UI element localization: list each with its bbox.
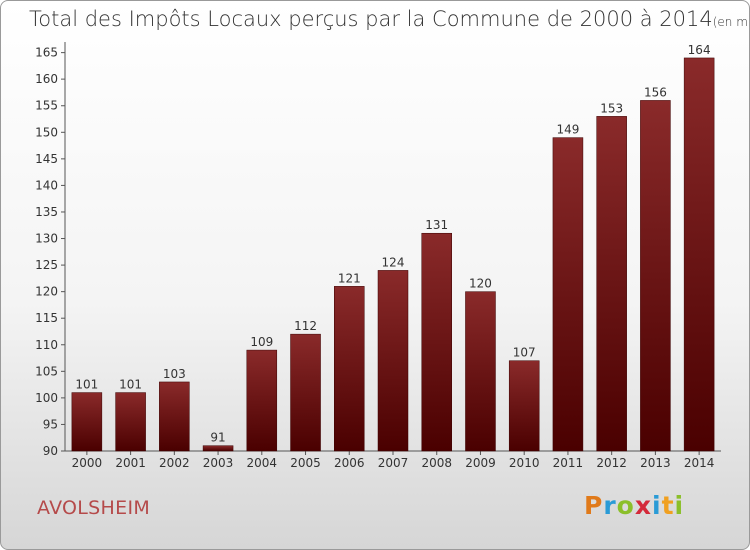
bar-2002 [159,381,190,452]
logo-letter: o [616,491,635,520]
y-tick-label: 125 [35,258,58,272]
data-label: 124 [382,255,405,269]
bar-2009 [465,291,496,452]
bar-2011 [552,137,584,452]
bar-2014 [683,57,715,452]
data-label: 131 [425,218,448,232]
data-label: 91 [210,431,225,445]
data-label: 149 [556,123,579,137]
data-label: 101 [75,378,98,392]
y-tick-label: 135 [35,205,58,219]
y-tick-label: 120 [35,285,58,299]
x-tick-label: 2000 [72,456,103,470]
bar-2010 [508,360,540,452]
x-tick-label: 2004 [247,456,278,470]
bar-2005 [290,333,321,452]
y-tick-label: 110 [35,338,58,352]
bar-2006 [334,286,365,452]
chart-title: Total des Impôts Locaux perçus par la Co… [29,7,713,31]
bar-2012 [596,116,627,452]
y-tick-label: 165 [35,46,58,60]
bar-2013 [640,100,671,452]
y-tick-label: 100 [35,391,58,405]
data-label: 101 [119,378,142,392]
y-tick-label: 140 [35,178,58,192]
logo-letter: i [652,491,662,520]
x-tick-label: 2014 [684,456,715,470]
bar-2004 [246,349,278,452]
title-line: Total des Impôts Locaux perçus par la Co… [29,7,750,31]
x-tick-label: 2010 [509,456,540,470]
axes: 90 95 100 105 110 115 120 125 130 135 140 145 150 155… [35,42,721,470]
data-labels: 101 101 103 91 109 112 121 124 131 120 107 149 153 15… [75,43,710,445]
y-tick-label: 105 [35,364,58,378]
commune-name: AVOLSHEIM [37,497,151,519]
x-tick-label: 2001 [115,456,146,470]
data-label: 103 [163,367,186,381]
logo-letter: r [603,491,617,520]
bar-2001 [115,392,146,452]
x-tick-label: 2013 [640,456,671,470]
chart-subtitle: (en milliers d'€) [712,15,750,29]
logo-letter: x [634,491,652,520]
y-tick-label: 155 [35,99,58,113]
x-tick-label: 2003 [203,456,234,470]
bars [71,57,715,452]
y-tick-label: 160 [35,72,58,86]
data-label: 156 [644,85,667,99]
proxiti-logo: Proxiti [584,491,684,520]
data-label: 164 [688,43,711,57]
y-tick-label: 90 [43,444,58,458]
y-tick-label: 130 [35,232,58,246]
logo-letter: P [584,491,604,520]
data-label: 107 [513,346,536,360]
y-tick-label: 145 [35,152,58,166]
x-tick-label: 2002 [159,456,190,470]
bar-2008 [421,232,452,452]
data-label: 112 [294,319,317,333]
bar-2007 [377,270,409,452]
bar-2003 [202,445,234,452]
y-tick-label: 115 [35,311,58,325]
data-label: 153 [600,101,623,115]
x-tick-label: 2011 [553,456,584,470]
x-tick-label: 2009 [465,456,496,470]
data-label: 121 [338,271,361,285]
logo-letter: t [661,491,675,520]
logo-letter: i [674,491,685,520]
data-label: 120 [469,277,492,291]
data-label: 109 [250,335,273,349]
y-tick-label: 95 [43,417,58,431]
x-tick-label: 2006 [334,456,365,470]
bar-2000 [71,392,103,452]
y-tick-label: 150 [35,125,58,139]
x-tick-label: 2012 [596,456,627,470]
x-tick-label: 2005 [290,456,321,470]
x-tick-label: 2008 [421,456,452,470]
x-tick-label: 2007 [378,456,409,470]
